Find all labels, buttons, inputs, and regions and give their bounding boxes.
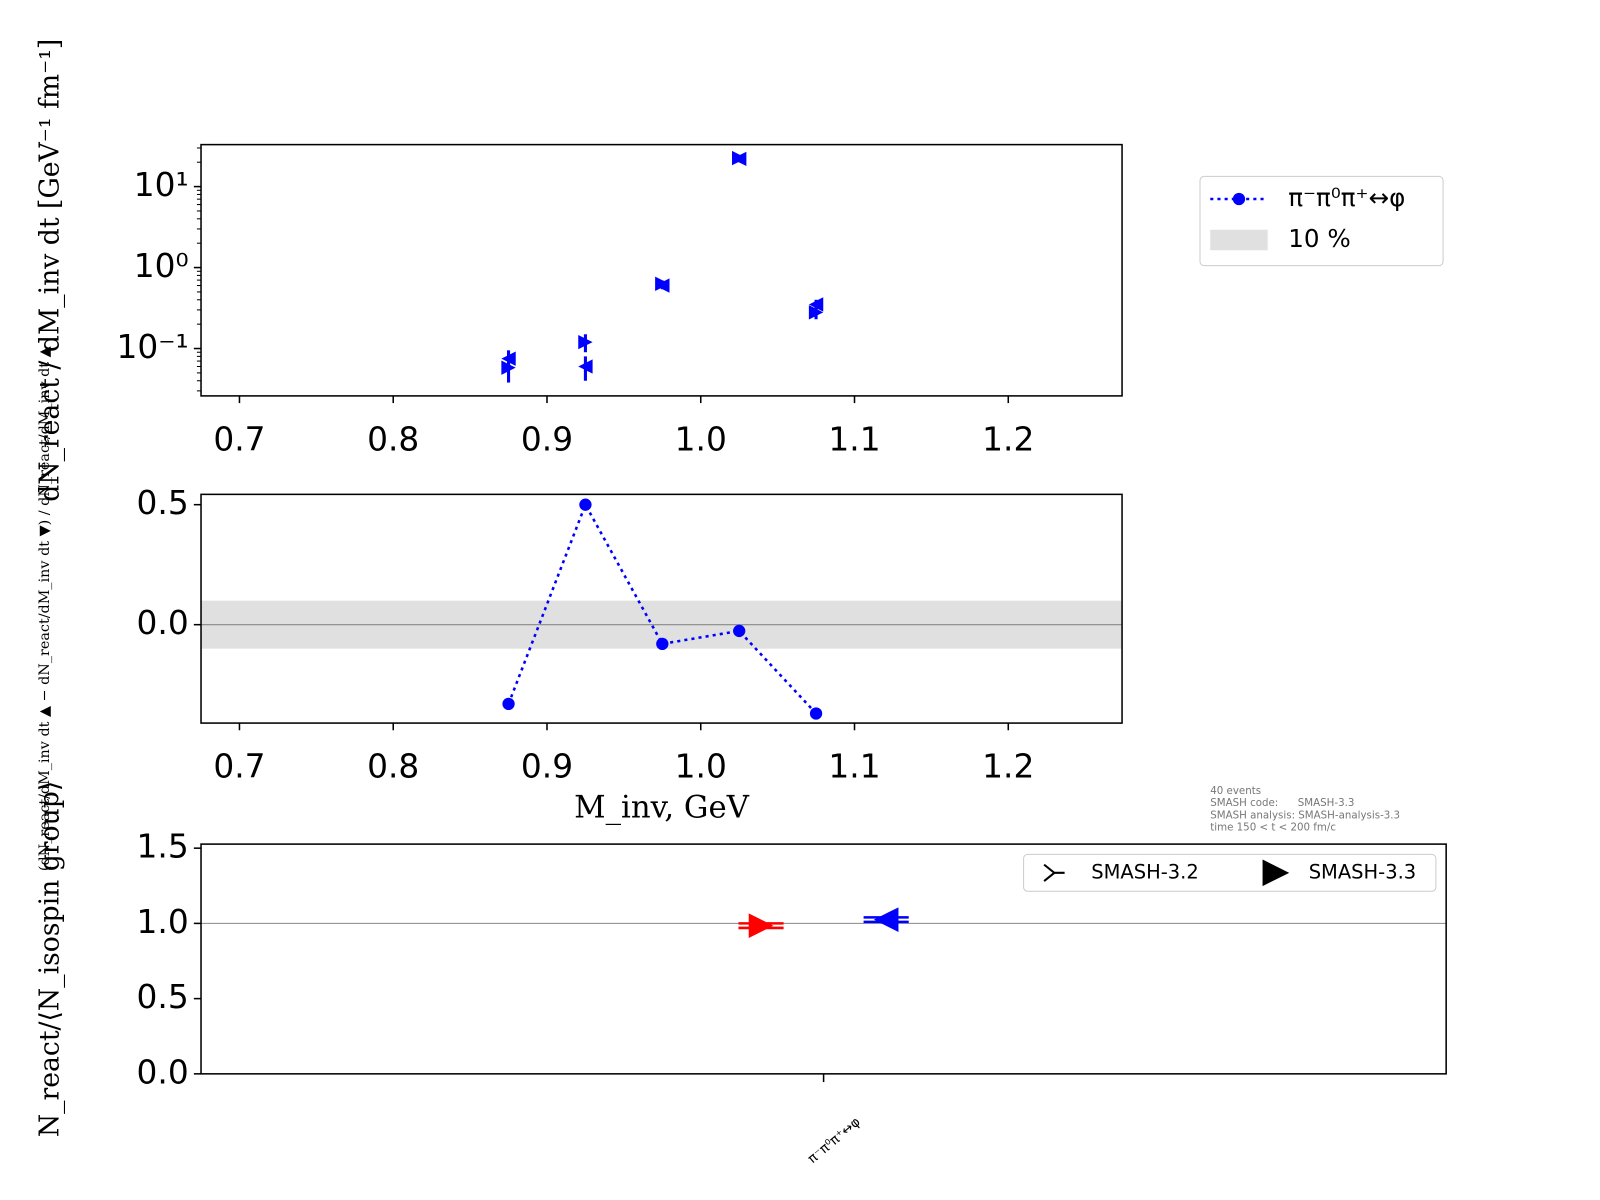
x-tick-label: 0.9 — [521, 421, 573, 459]
y-axis-label: N_react/⟨N_isospin group⟩ — [34, 781, 65, 1137]
data-point — [501, 360, 516, 375]
annotation: SMASH code: SMASH-3.3 — [1210, 797, 1354, 809]
legend-label: SMASH-3.3 — [1309, 860, 1416, 883]
data-point — [579, 498, 592, 511]
x-tick-label: 0.7 — [213, 748, 265, 786]
data-point — [809, 707, 823, 720]
legend-marker — [1232, 192, 1246, 206]
axes-frame — [200, 493, 1123, 724]
x-tick-label: 0.9 — [521, 748, 573, 786]
x-tick-label: 0.8 — [367, 421, 419, 459]
y-tick-label: 0.0 — [137, 1053, 189, 1091]
x-tick-label: 0.7 — [213, 421, 265, 459]
data-point — [578, 334, 593, 350]
x-tick-label: 0.8 — [367, 748, 419, 786]
data-point — [732, 150, 747, 166]
legend-frame — [1023, 853, 1437, 892]
legend-label: 10 % — [1288, 224, 1351, 253]
y-tick-label: 10⁰ — [134, 247, 189, 285]
legend-label: π⁻π⁰π⁺↔φ — [1288, 183, 1405, 212]
annotation: 40 events — [1210, 785, 1261, 797]
legend-label: SMASH-3.2 — [1091, 860, 1198, 883]
x-tick-label: 1.2 — [982, 748, 1034, 786]
x-axis-label: M_inv, GeV — [574, 790, 750, 826]
x-tick-label: 1.1 — [828, 421, 880, 459]
axes-frame — [200, 843, 1447, 1075]
y-tick-label: 0.5 — [137, 484, 189, 522]
y-tick-label: 1.5 — [137, 828, 189, 866]
data-point — [873, 907, 899, 932]
legend-marker — [1262, 859, 1290, 887]
annotation: SMASH analysis: SMASH-analysis-3.3 — [1210, 809, 1400, 821]
data-point — [808, 297, 824, 312]
annotation: time 150 < t < 200 fm/c — [1210, 822, 1336, 834]
legend: SMASH-3.2 SMASH-3.3 — [1023, 853, 1437, 892]
y-axis-label: dN_react / dM_inv dt [GeV⁻¹ fm⁻¹] — [34, 39, 65, 502]
axes-frame — [200, 143, 1123, 397]
y-tick-label: 0.5 — [137, 978, 189, 1016]
x-tick-label: 1.0 — [675, 748, 727, 786]
y-tick-label: 10¹ — [134, 166, 189, 204]
data-point — [655, 276, 670, 291]
data-point — [578, 359, 593, 374]
legend-marker — [1043, 863, 1065, 882]
data-point — [733, 624, 746, 638]
data-point — [502, 697, 515, 711]
legend: π⁻π⁰π⁺↔φ 10 % — [1199, 175, 1444, 267]
x-tick-label: 1.2 — [982, 421, 1034, 459]
y-tick-label: 1.0 — [137, 903, 189, 941]
y-tick-label: 0.0 — [137, 604, 189, 642]
data-point — [808, 305, 824, 320]
data-point — [656, 637, 669, 651]
data-point — [748, 913, 774, 938]
x-tick-label: π⁻π⁰π⁺↔φ — [805, 1115, 863, 1167]
x-tick-label: 1.1 — [828, 748, 880, 786]
x-tick-label: 1.0 — [675, 421, 727, 459]
y-tick-label: 10⁻¹ — [116, 328, 188, 366]
y-axis-label: (dN_react/dM_inv dt ▲ − dN_react/dM_inv … — [37, 346, 53, 871]
legend-swatch — [1210, 229, 1268, 251]
